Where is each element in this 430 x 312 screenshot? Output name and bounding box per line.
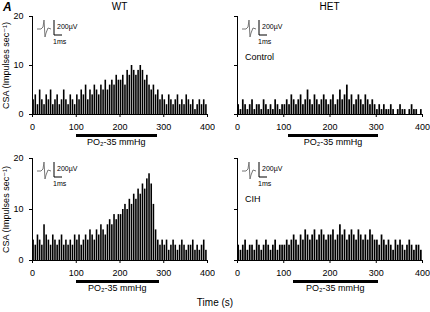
svg-text:10: 10 [13,60,23,70]
svg-text:20: 20 [13,153,23,163]
html-text:PO₂-35 mmHg: PO₂-35 mmHg [303,137,363,147]
html-text:PO₂-35 mmHg: PO₂-35 mmHg [306,283,365,293]
html-text:Time (s): Time (s) [196,297,234,308]
svg-text:200: 200 [322,122,337,132]
svg-text:200: 200 [112,268,127,278]
svg-text:200: 200 [112,122,127,132]
svg-text:1ms: 1ms [258,38,272,45]
html-text:CIH: CIH [245,194,261,204]
svg-text:0: 0 [235,122,240,132]
svg-text:0: 0 [235,268,240,278]
svg-text:300: 300 [156,268,171,278]
html-text:Control: Control [245,52,274,62]
svg-text:0: 0 [30,122,35,132]
svg-text:CSA (Impulses sec⁻¹): CSA (Impulses sec⁻¹) [1,22,11,109]
svg-text:0: 0 [18,255,23,265]
html-text:PO₂-35 mmHg: PO₂-35 mmHg [88,283,147,293]
svg-text:400: 400 [200,268,215,278]
svg-text:1ms: 1ms [53,38,67,45]
html-text:PO₂-35 mmHg: PO₂-35 mmHg [87,137,146,147]
svg-text:10: 10 [13,204,23,214]
svg-text:100: 100 [276,122,291,132]
svg-text:400: 400 [415,268,430,278]
svg-text:0: 0 [30,268,35,278]
svg-text:300: 300 [156,122,171,132]
svg-text:200µV: 200µV [262,165,283,173]
svg-text:400: 400 [415,122,430,132]
svg-text:CSA (Impulses sec⁻¹): CSA (Impulses sec⁻¹) [1,166,11,253]
svg-text:400: 400 [200,122,215,132]
svg-text:100: 100 [69,122,84,132]
html-text:HET: HET [319,1,340,12]
svg-text:300: 300 [369,122,384,132]
svg-text:100: 100 [69,268,84,278]
svg-text:100: 100 [276,268,291,278]
svg-text:0: 0 [18,109,23,119]
svg-text:20: 20 [13,11,23,21]
svg-text:200µV: 200µV [262,23,283,31]
html-text:A: A [3,0,12,14]
svg-text:200: 200 [322,268,337,278]
svg-text:300: 300 [369,268,384,278]
svg-text:1ms: 1ms [258,180,272,187]
svg-text:200µV: 200µV [57,165,78,173]
svg-text:200µV: 200µV [57,23,78,31]
svg-text:1ms: 1ms [53,180,67,187]
html-text:WT: WT [111,1,128,12]
